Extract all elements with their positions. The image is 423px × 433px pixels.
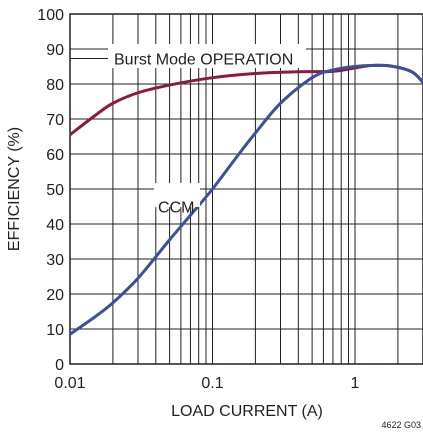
y-axis-title: EFFICIENCY (%) — [6, 127, 23, 251]
annotation-ccm: CCM — [158, 200, 194, 217]
y-tick-label: 30 — [46, 252, 64, 269]
annotation-burst-mode: Burst Mode OPERATION — [114, 51, 293, 68]
y-tick-label: 60 — [46, 147, 64, 164]
y-tick-label: 90 — [46, 42, 64, 59]
burst-label-mask — [108, 44, 306, 68]
y-tick-label: 20 — [46, 287, 64, 304]
y-tick-label: 80 — [46, 77, 64, 94]
figure-id: 4622 G03 — [381, 420, 421, 430]
y-tick-label: 10 — [46, 322, 64, 339]
x-axis-title: LOAD CURRENT (A) — [171, 403, 323, 420]
y-tick-label: 40 — [46, 217, 64, 234]
x-tick-label: 0.1 — [201, 375, 223, 392]
y-tick-label: 0 — [55, 357, 64, 374]
ccm-label-mask — [154, 183, 200, 207]
y-tick-label: 70 — [46, 112, 64, 129]
annotations: Burst Mode OPERATION CCM — [108, 44, 306, 217]
plot-frame — [69, 13, 423, 365]
x-tick-label: 1 — [351, 375, 360, 392]
series-line-ccm — [69, 63, 423, 336]
series-lines — [69, 63, 423, 336]
series-line-burst-mode — [69, 63, 423, 136]
y-tick-label: 100 — [37, 7, 64, 24]
y-tick-label: 50 — [46, 182, 64, 199]
tick-labels: 0 10 20 30 40 50 60 70 80 90 100 0.01 0.1 1 — [37, 7, 359, 392]
x-tick-label: 0.01 — [54, 375, 85, 392]
